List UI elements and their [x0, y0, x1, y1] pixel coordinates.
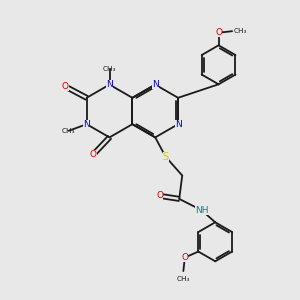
Text: O: O	[89, 150, 97, 159]
Text: O: O	[156, 191, 163, 200]
Text: N: N	[152, 80, 159, 89]
Text: O: O	[215, 28, 222, 37]
Text: NH: NH	[195, 206, 208, 215]
Text: O: O	[181, 253, 188, 262]
Text: CH₃: CH₃	[62, 128, 75, 134]
Text: CH₃: CH₃	[103, 66, 116, 72]
Text: O: O	[61, 82, 68, 91]
Text: N: N	[106, 80, 113, 89]
Text: CH₃: CH₃	[177, 276, 190, 282]
Text: N: N	[83, 120, 90, 129]
Text: S: S	[163, 152, 169, 162]
Text: CH₃: CH₃	[233, 28, 247, 34]
Text: N: N	[175, 120, 182, 129]
